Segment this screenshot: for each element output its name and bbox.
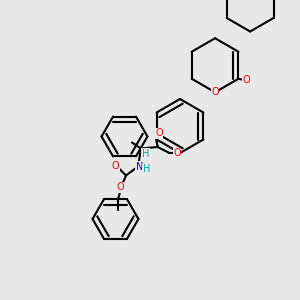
Text: O: O (155, 128, 163, 139)
Text: O: O (242, 75, 250, 85)
Text: O: O (211, 87, 219, 97)
Text: O: O (116, 182, 124, 193)
Text: H: H (143, 164, 150, 175)
Text: N: N (136, 161, 143, 172)
Text: H: H (142, 149, 149, 159)
Text: O: O (112, 160, 119, 171)
Text: O: O (173, 148, 181, 158)
